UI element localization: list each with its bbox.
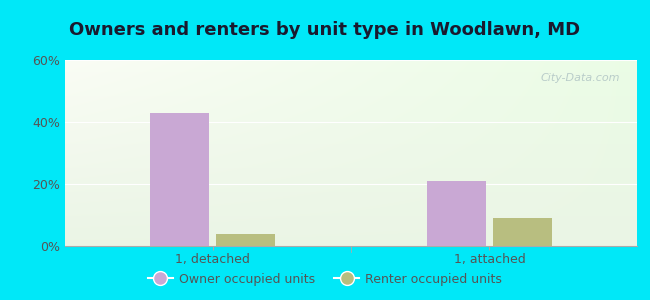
Bar — [426, 181, 486, 246]
Text: Owners and renters by unit type in Woodlawn, MD: Owners and renters by unit type in Woodl… — [70, 21, 580, 39]
Bar — [150, 113, 209, 246]
Legend: Owner occupied units, Renter occupied units: Owner occupied units, Renter occupied un… — [143, 268, 507, 291]
Bar — [493, 218, 552, 246]
Text: City-Data.com: City-Data.com — [540, 73, 620, 83]
Bar — [216, 234, 276, 246]
